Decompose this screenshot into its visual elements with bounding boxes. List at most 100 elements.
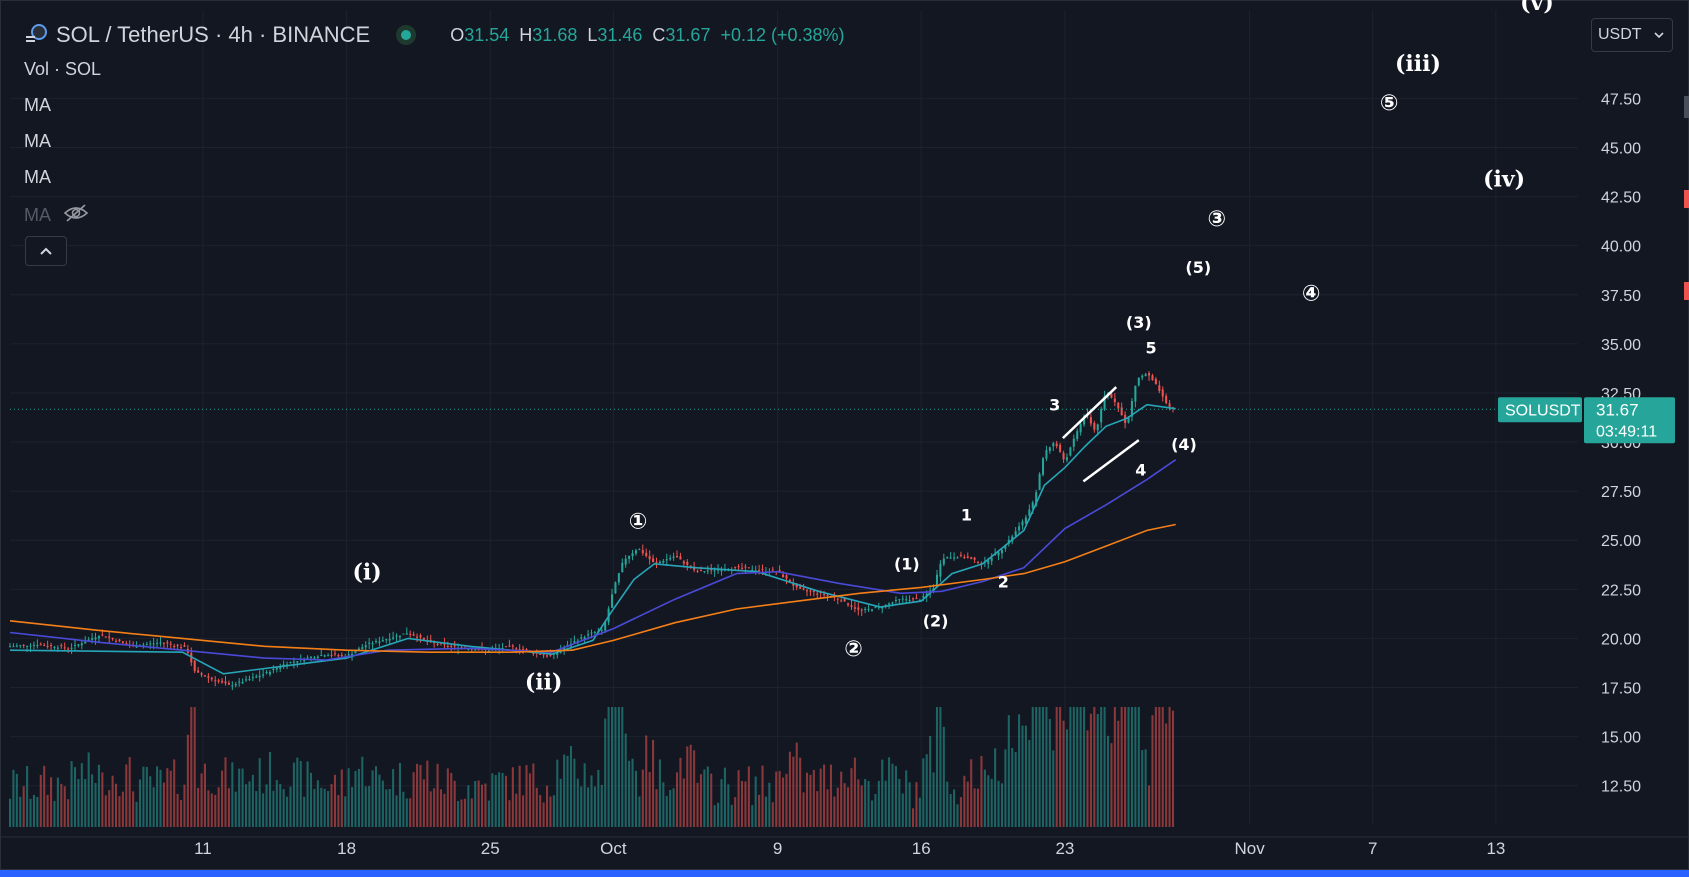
candle-body bbox=[207, 676, 210, 678]
symbol-logo-icon[interactable] bbox=[24, 23, 48, 47]
candle-body bbox=[508, 645, 511, 647]
candle-body bbox=[467, 648, 470, 650]
volume-bar bbox=[426, 760, 429, 827]
wave-label: ① bbox=[629, 509, 648, 534]
volume-bar bbox=[457, 800, 460, 827]
volume-bar bbox=[118, 796, 121, 827]
currency-selector[interactable]: USDT bbox=[1591, 18, 1673, 52]
ma-line-3 bbox=[9, 523, 1176, 653]
candle-body bbox=[956, 557, 959, 559]
volume-bar bbox=[1062, 720, 1065, 827]
candle-body bbox=[583, 637, 586, 640]
ma-legend-hidden[interactable]: MA bbox=[24, 203, 89, 228]
candle-body bbox=[1031, 502, 1034, 509]
candle-body bbox=[1120, 407, 1123, 416]
candle-body bbox=[1130, 401, 1133, 417]
candle-body bbox=[50, 645, 53, 647]
ma-legend-3[interactable]: MA bbox=[24, 167, 51, 187]
volume-bar bbox=[1048, 718, 1051, 827]
volume-bar bbox=[1045, 707, 1048, 827]
candle-body bbox=[638, 549, 641, 551]
volume-bar bbox=[351, 786, 354, 827]
candle-body bbox=[1117, 402, 1120, 409]
volume-bar bbox=[84, 778, 87, 827]
candles bbox=[8, 371, 1175, 691]
ma-legend-1[interactable]: MA bbox=[24, 95, 51, 115]
candle-body bbox=[542, 654, 545, 656]
candle-body bbox=[1079, 424, 1082, 433]
candle-body bbox=[518, 649, 521, 651]
candle-body bbox=[1072, 438, 1075, 447]
y-tick-label: 22.50 bbox=[1601, 582, 1641, 599]
symbol-title[interactable]: SOL / TetherUS · 4h · BINANCE bbox=[56, 22, 371, 47]
volume-bar bbox=[987, 775, 990, 827]
candle-body bbox=[894, 600, 897, 602]
y-tick-label: 37.50 bbox=[1601, 288, 1641, 305]
volume-bar bbox=[1089, 713, 1092, 827]
candle-body bbox=[515, 648, 518, 650]
volume-bar bbox=[91, 774, 94, 827]
volume-bar bbox=[320, 787, 323, 827]
volume-bar bbox=[439, 789, 443, 827]
volume-bar bbox=[1007, 715, 1010, 827]
candle-body bbox=[15, 645, 18, 647]
volume-bar bbox=[265, 784, 268, 827]
volume-bar bbox=[703, 769, 706, 827]
volume-bar bbox=[600, 784, 603, 827]
volume-bar bbox=[316, 780, 319, 827]
candle-body bbox=[710, 569, 713, 571]
volume-legend[interactable]: Vol · SOL bbox=[24, 59, 102, 79]
volume-bar bbox=[481, 784, 484, 827]
volume-bar bbox=[149, 776, 152, 827]
candle-body bbox=[1021, 521, 1024, 526]
candle-body bbox=[374, 641, 378, 643]
volume-bar bbox=[1171, 710, 1175, 827]
volume-bar bbox=[956, 804, 959, 827]
volume-bar bbox=[484, 783, 487, 827]
volume-bar bbox=[166, 768, 169, 827]
candle-body bbox=[908, 600, 911, 602]
volume-bar bbox=[244, 784, 248, 827]
candle-body bbox=[717, 569, 720, 571]
candle-body bbox=[634, 550, 637, 554]
candle-body bbox=[946, 557, 949, 559]
volume-bar bbox=[518, 765, 521, 827]
candle-body bbox=[91, 638, 94, 640]
ma-legend-2[interactable]: MA bbox=[24, 131, 51, 151]
volume-bar bbox=[176, 793, 179, 827]
candle-body bbox=[1165, 395, 1168, 404]
candle-body bbox=[43, 645, 46, 647]
chevron-up-icon bbox=[40, 247, 52, 255]
ohlc-close: C31.67 bbox=[652, 24, 711, 45]
volume-bar bbox=[306, 761, 309, 827]
volume-bar bbox=[1083, 707, 1086, 827]
volume-bar bbox=[740, 780, 744, 827]
collapse-legend-button[interactable] bbox=[25, 236, 67, 266]
volume-bar bbox=[946, 781, 949, 827]
volume-bar bbox=[925, 754, 928, 827]
candle-body bbox=[675, 555, 679, 558]
candle-body bbox=[870, 609, 874, 611]
candle-body bbox=[1161, 389, 1164, 397]
eye-hidden-icon[interactable] bbox=[63, 203, 89, 228]
candle-body bbox=[296, 661, 299, 663]
volume-bar bbox=[614, 707, 617, 827]
candle-body bbox=[997, 552, 1000, 556]
trend-line bbox=[1061, 386, 1118, 440]
wave-label: ④ bbox=[1302, 282, 1321, 307]
wave-label: 1 bbox=[961, 506, 972, 525]
candle-body bbox=[1158, 385, 1161, 392]
candle-body bbox=[959, 554, 962, 556]
volume-bar bbox=[929, 735, 932, 827]
volume-bar bbox=[710, 773, 713, 827]
volume-bar bbox=[751, 805, 754, 827]
candle-body bbox=[104, 636, 107, 638]
candle-body bbox=[590, 632, 593, 634]
volume-bar bbox=[1011, 748, 1014, 827]
volume-bar bbox=[1041, 707, 1045, 827]
candle-body bbox=[477, 649, 480, 651]
volume-bar bbox=[1031, 707, 1034, 827]
candle-body bbox=[672, 556, 675, 558]
wave-label: ② bbox=[844, 637, 863, 662]
